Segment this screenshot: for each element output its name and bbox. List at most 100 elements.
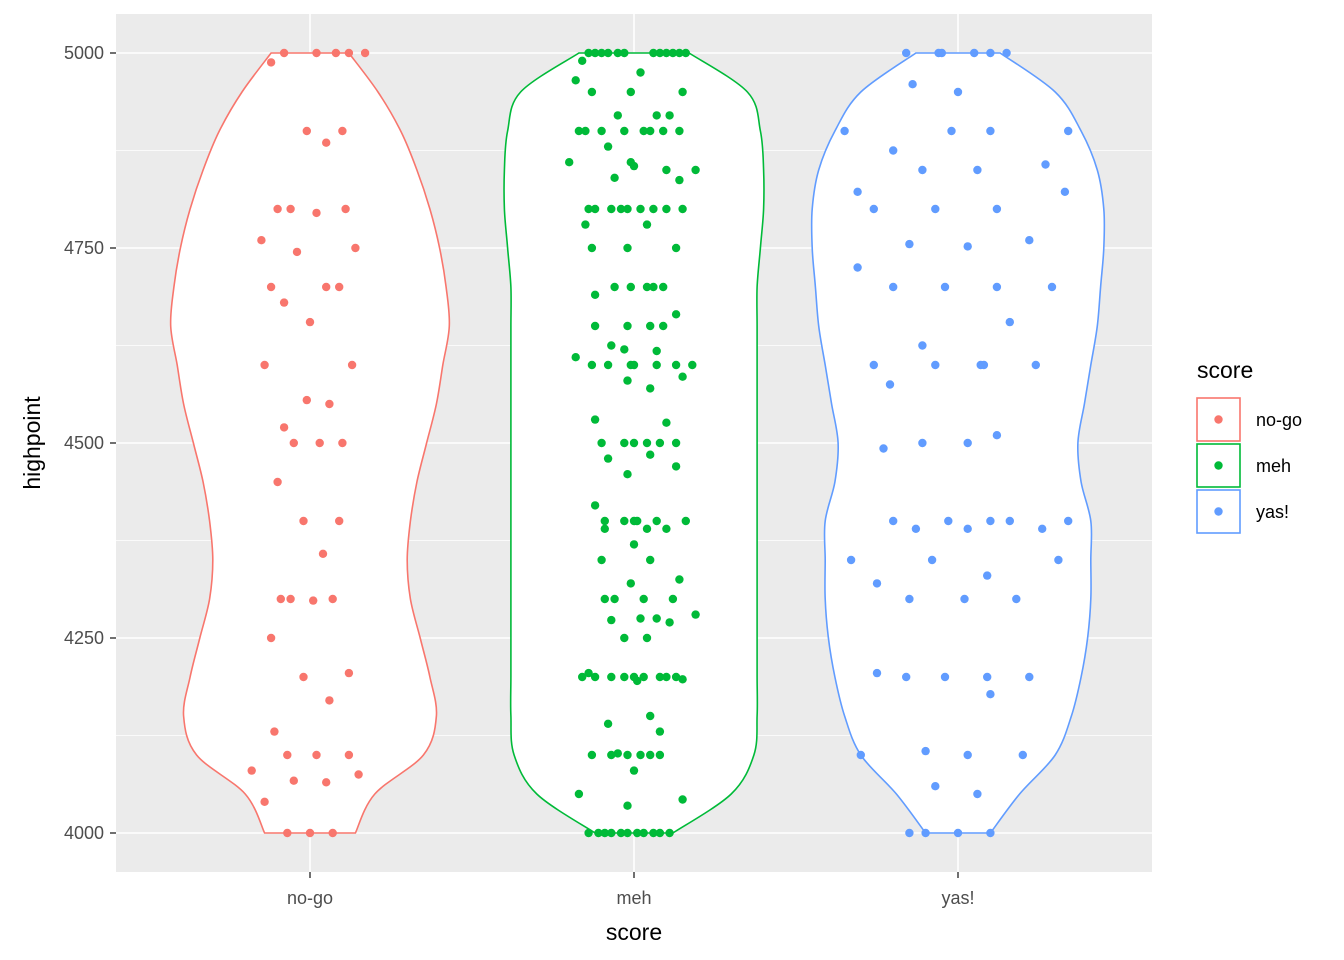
data-point xyxy=(305,317,315,327)
data-point xyxy=(675,575,684,584)
data-point xyxy=(655,828,665,838)
legend-key-point xyxy=(1214,415,1223,424)
data-point xyxy=(678,675,687,684)
data-point xyxy=(649,282,658,292)
data-point xyxy=(662,418,671,427)
data-point xyxy=(639,594,648,604)
data-point xyxy=(590,672,600,682)
data-point xyxy=(633,828,642,838)
data-point xyxy=(620,48,629,58)
data-point xyxy=(879,444,888,453)
data-point xyxy=(931,204,940,214)
data-point xyxy=(931,782,940,791)
data-point xyxy=(1005,317,1014,327)
data-point xyxy=(905,239,914,249)
data-point xyxy=(872,668,882,678)
data-point xyxy=(325,696,334,705)
data-point xyxy=(597,555,606,565)
data-point xyxy=(953,828,963,838)
data-point xyxy=(639,672,648,682)
data-point xyxy=(665,111,674,120)
data-point xyxy=(646,711,655,721)
x-tick-label: yas! xyxy=(941,888,974,908)
data-point xyxy=(594,828,603,838)
data-point xyxy=(312,208,321,218)
data-point xyxy=(655,438,665,448)
data-point xyxy=(992,282,1002,292)
data-point xyxy=(289,438,298,448)
data-point xyxy=(889,146,898,155)
data-point xyxy=(668,48,678,58)
data-point xyxy=(578,672,587,682)
data-point xyxy=(587,750,597,760)
data-point xyxy=(636,68,645,77)
data-point xyxy=(655,727,665,736)
data-point xyxy=(905,828,914,838)
data-point xyxy=(646,384,655,393)
data-point xyxy=(607,615,616,625)
data-point xyxy=(584,48,593,58)
data-point xyxy=(986,690,995,699)
data-point xyxy=(681,516,690,526)
data-point xyxy=(931,360,940,370)
data-point xyxy=(344,668,354,678)
data-point xyxy=(590,321,600,331)
data-point xyxy=(279,423,289,432)
data-point xyxy=(344,48,354,58)
data-point xyxy=(344,750,354,760)
data-point xyxy=(1060,187,1070,196)
data-point xyxy=(652,346,661,356)
data-point xyxy=(671,243,681,253)
data-point xyxy=(655,672,665,682)
data-point xyxy=(578,56,587,65)
data-point xyxy=(603,142,613,151)
data-point xyxy=(623,243,632,253)
data-point xyxy=(671,672,681,682)
data-point xyxy=(1041,160,1050,169)
data-point xyxy=(642,438,652,448)
data-point xyxy=(940,282,950,292)
data-point xyxy=(587,243,597,253)
data-point xyxy=(902,48,911,58)
data-point xyxy=(671,462,681,471)
data-point xyxy=(309,596,318,605)
data-point xyxy=(620,438,629,448)
data-point xyxy=(328,828,337,838)
data-point xyxy=(283,828,292,838)
data-point xyxy=(266,282,276,292)
data-point xyxy=(963,242,972,251)
legend: score no-go meh yas! xyxy=(1196,357,1302,534)
data-point xyxy=(636,750,645,760)
data-point xyxy=(289,776,298,785)
data-point xyxy=(1038,524,1047,533)
data-point xyxy=(633,676,642,686)
data-point xyxy=(292,247,302,257)
data-point xyxy=(944,516,953,526)
data-point xyxy=(584,828,593,838)
y-axis-title: highpoint xyxy=(19,396,45,490)
y-tick-label: 4250 xyxy=(64,628,104,648)
data-point xyxy=(328,594,337,604)
data-point xyxy=(610,594,619,604)
data-point xyxy=(979,360,989,370)
data-point xyxy=(279,48,289,58)
data-point xyxy=(600,524,609,533)
data-point xyxy=(918,165,927,175)
data-point xyxy=(322,282,331,292)
data-point xyxy=(616,828,626,838)
data-point xyxy=(260,797,269,806)
data-point xyxy=(299,672,308,682)
data-point xyxy=(646,321,655,331)
data-point xyxy=(600,828,609,838)
data-point xyxy=(1002,48,1011,58)
data-point xyxy=(597,438,606,448)
data-point xyxy=(279,298,289,307)
data-point xyxy=(983,571,992,580)
data-point xyxy=(665,618,674,627)
data-point xyxy=(565,158,574,167)
data-point xyxy=(992,204,1002,214)
data-points xyxy=(247,48,1073,838)
data-point xyxy=(678,204,687,214)
data-point xyxy=(338,126,347,136)
data-point xyxy=(652,516,661,526)
